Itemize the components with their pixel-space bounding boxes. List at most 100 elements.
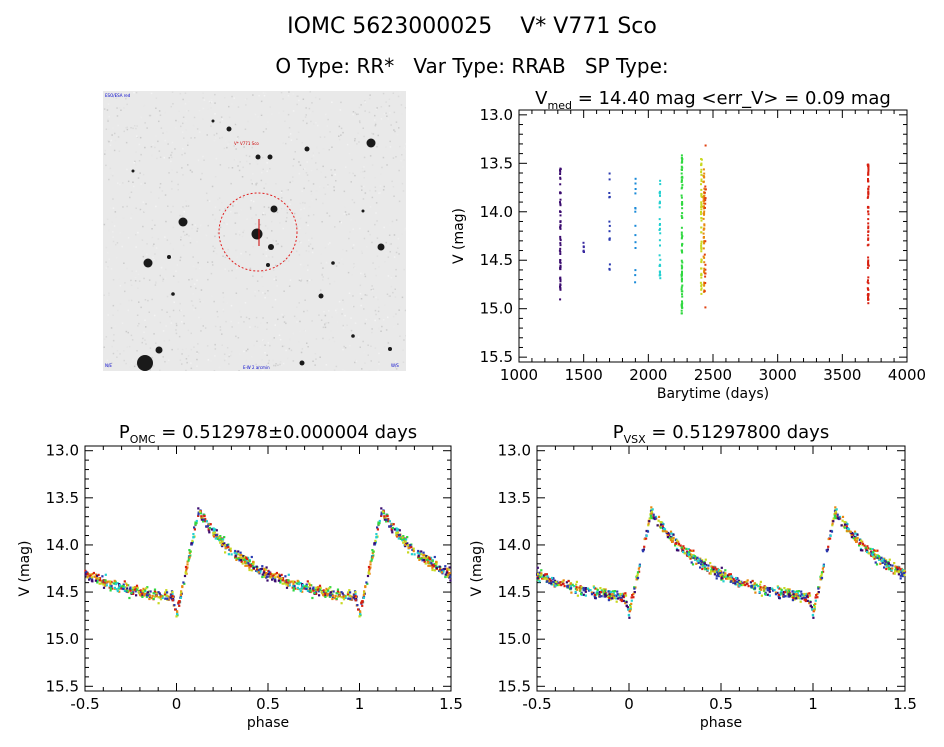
sky-noise-pixel — [400, 104, 403, 106]
phase-vsx-point — [556, 584, 559, 587]
phase-omc-point — [133, 588, 136, 591]
phase-vsx-point — [876, 554, 879, 558]
sky-noise-pixel — [249, 326, 251, 328]
phase-omc-point — [119, 587, 122, 590]
phase-omc-point — [337, 595, 340, 598]
phase-vsx-point — [745, 580, 748, 583]
phase-vsx-point — [582, 593, 585, 596]
phase-omc-point — [214, 528, 217, 531]
sky-noise-pixel — [106, 218, 109, 220]
sky-noise-pixel — [288, 285, 291, 287]
sky-noise-pixel — [280, 245, 283, 248]
phase-vsx-point — [843, 523, 847, 526]
phase-vsx-point — [743, 581, 746, 584]
lightcurve-point — [658, 239, 661, 242]
sky-noise-pixel — [403, 159, 405, 161]
sky-noise-pixel — [388, 98, 391, 100]
sky-noise-pixel — [382, 319, 385, 321]
sky-noise-pixel — [275, 240, 277, 242]
sky-noise-pixel — [344, 347, 347, 349]
phase-omc-point — [361, 604, 364, 607]
sky-noise-pixel — [378, 266, 380, 268]
sky-noise-pixel — [402, 190, 405, 192]
phase-omc-point — [141, 595, 144, 598]
lightcurve-ytick-label: 13.5 — [480, 154, 513, 172]
sky-noise-pixel — [203, 99, 206, 101]
sky-noise-pixel — [153, 259, 155, 261]
phase-vsx-point — [602, 591, 606, 594]
sky-noise-pixel — [228, 270, 230, 272]
sky-noise-pixel — [398, 309, 400, 311]
phase-vsx-point — [713, 570, 716, 573]
phase-vsx-point — [858, 538, 861, 541]
lightcurve-point — [702, 202, 705, 205]
phase-omc-point — [273, 579, 276, 582]
sky-noise-pixel — [331, 172, 333, 174]
sky-noise-pixel — [122, 94, 124, 96]
lightcurve-point — [700, 201, 703, 204]
lightcurve-point — [559, 278, 562, 281]
phase-vsx-point — [726, 577, 729, 580]
phase-omc-point — [292, 584, 295, 588]
sky-noise-pixel — [361, 250, 363, 252]
sky-noise-pixel — [298, 99, 300, 102]
sky-noise-pixel — [343, 345, 345, 348]
sky-noise-pixel — [348, 153, 351, 155]
phase-omc-point — [348, 589, 351, 592]
sky-noise-pixel — [298, 341, 300, 343]
sky-noise-pixel — [393, 256, 396, 258]
sky-noise-pixel — [131, 339, 134, 341]
sky-noise-pixel — [361, 189, 363, 191]
sky-noise-pixel — [392, 157, 395, 159]
sky-noise-pixel — [363, 308, 365, 310]
sky-noise-pixel — [366, 294, 368, 297]
sky-noise-pixel — [152, 245, 154, 247]
sky-noise-pixel — [210, 272, 213, 275]
sky-noise-pixel — [296, 138, 298, 140]
sky-noise-pixel — [314, 364, 316, 366]
phase-vsx-point — [793, 598, 796, 601]
phase-vsx-xtick-label: 0.5 — [709, 695, 733, 713]
sky-noise-pixel — [184, 152, 186, 155]
sky-noise-pixel — [108, 166, 110, 168]
lightcurve-point — [634, 234, 637, 237]
phase-vsx-point — [826, 548, 829, 551]
lightcurve-ytick-label: 13.0 — [480, 106, 513, 124]
sky-noise-pixel — [142, 173, 145, 176]
sky-noise-pixel — [182, 122, 184, 125]
sky-noise-pixel — [328, 215, 331, 217]
sky-noise-pixel — [321, 273, 323, 276]
phase-omc-ylabel: V (mag) — [17, 540, 33, 596]
phase-vsx-point — [701, 565, 704, 568]
phase-omc-point — [126, 587, 129, 590]
sky-noise-pixel — [181, 348, 184, 351]
sky-noise-pixel — [220, 116, 223, 118]
phase-omc-point — [331, 596, 334, 599]
sky-noise-pixel — [378, 327, 380, 330]
sky-noise-pixel — [315, 190, 318, 192]
phase-omc-point — [244, 564, 247, 567]
phase-vsx-point — [766, 586, 769, 590]
phase-omc-point — [170, 598, 173, 601]
sky-noise-pixel — [395, 313, 397, 315]
sky-noise-pixel — [125, 141, 128, 144]
phase-vsx-point — [648, 517, 651, 520]
phase-vsx-point — [620, 596, 623, 599]
sky-noise-pixel — [192, 293, 194, 295]
sky-noise-pixel — [164, 277, 167, 280]
sky-noise-pixel — [219, 137, 221, 139]
sky-noise-pixel — [155, 205, 157, 208]
sky-noise-pixel — [238, 214, 240, 216]
phase-omc-point — [442, 570, 445, 573]
phase-vsx-point — [849, 530, 852, 533]
sky-noise-pixel — [134, 169, 136, 172]
sky-noise-pixel — [331, 316, 333, 318]
sky-noise-pixel — [261, 157, 264, 159]
phase-omc-point — [265, 572, 268, 575]
lightcurve-point — [867, 259, 870, 262]
sky-noise-pixel — [381, 325, 383, 328]
phase-omc-point — [98, 579, 101, 582]
sky-noise-pixel — [311, 200, 314, 202]
lightcurve-point — [704, 306, 707, 309]
phase-omc-point — [176, 614, 179, 617]
